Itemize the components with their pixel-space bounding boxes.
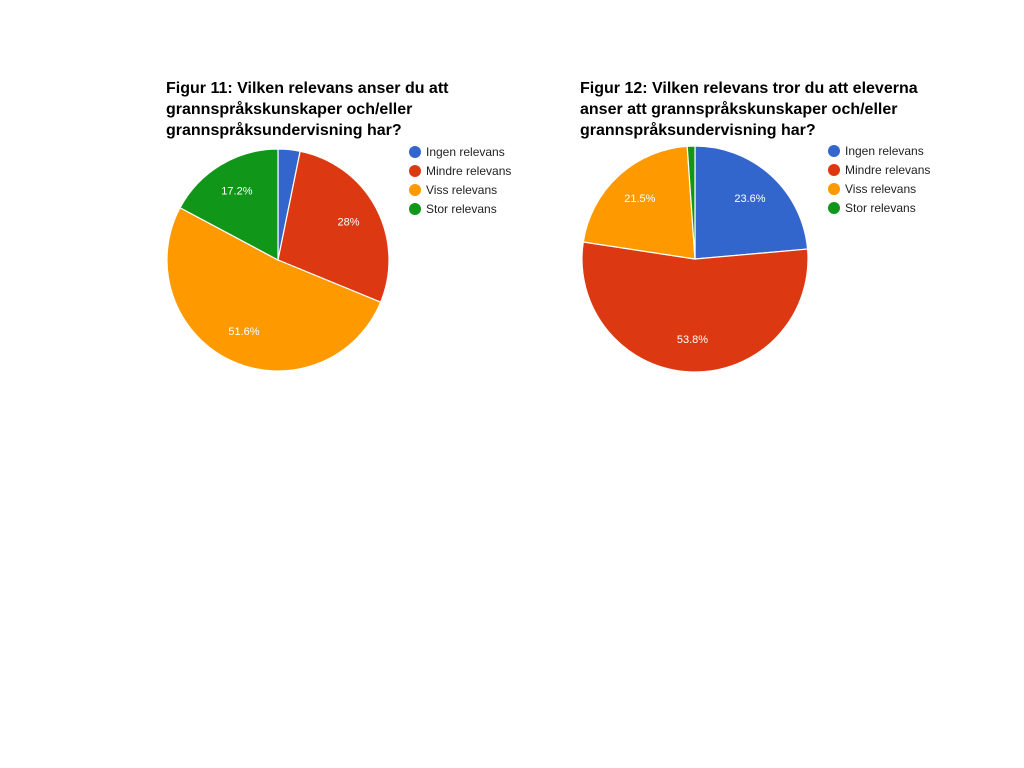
legend-swatch [409, 164, 421, 177]
chart-title: Figur 12: Vilken relevans tror du att el… [580, 80, 918, 139]
pie-slice-ingen-relevans [694, 145, 809, 260]
pie-slice-mindre-relevans [581, 241, 809, 373]
pie-plot-area: 28% 51.6% 17.2% [166, 148, 390, 372]
legend-label: Viss relevans [426, 182, 498, 197]
legend-swatch [828, 182, 840, 195]
slice-label-viss-relevans: 51.6% [228, 326, 259, 338]
legend-swatch [409, 145, 421, 158]
legend-item-ingen-relevans: Ingen relevans [409, 142, 511, 161]
chart-title: Figur 11: Vilken relevans anser du att g… [166, 80, 449, 139]
legend-item-viss-relevans: Viss relevans [828, 179, 930, 198]
legend-item-mindre-relevans: Mindre relevans [828, 160, 930, 179]
pie-slice-viss-relevans [582, 145, 696, 260]
slice-label-mindre-relevans: 53.8% [677, 334, 708, 346]
slice-label-ingen-relevans: 23.6% [734, 193, 765, 205]
pie-slice-viss-relevans [166, 206, 382, 372]
legend-item-mindre-relevans: Mindre relevans [409, 161, 511, 180]
legend-swatch [409, 183, 421, 196]
legend-swatch [828, 201, 840, 214]
pie-chart-figur-11: Figur 11: Vilken relevans anser du att g… [166, 78, 526, 378]
legend-item-stor-relevans: Stor relevans [409, 199, 511, 218]
pie-chart-figur-12: Figur 12: Vilken relevans tror du att el… [580, 78, 960, 378]
legend: Ingen relevans Mindre relevans Viss releva… [409, 142, 511, 218]
legend-label: Stor relevans [845, 200, 916, 215]
legend-label: Mindre relevans [845, 162, 931, 177]
legend-swatch [409, 202, 421, 215]
legend-item-ingen-relevans: Ingen relevans [828, 141, 930, 160]
pie-plot-area: 23.6% 53.8% 21.5% [581, 145, 809, 373]
legend-label: Ingen relevans [426, 144, 505, 159]
legend-label: Viss relevans [845, 181, 917, 196]
legend-label: Mindre relevans [426, 163, 512, 178]
pie-slice-mindre-relevans [277, 150, 390, 303]
legend-label: Stor relevans [426, 201, 497, 216]
pie-slice-stor-relevans [179, 148, 279, 262]
legend-item-stor-relevans: Stor relevans [828, 198, 930, 217]
slice-label-viss-relevans: 21.5% [624, 193, 655, 205]
legend-item-viss-relevans: Viss relevans [409, 180, 511, 199]
slice-label-stor-relevans: 17.2% [221, 185, 252, 197]
legend-label: Ingen relevans [845, 143, 924, 158]
legend-swatch [828, 163, 840, 176]
legend: Ingen relevans Mindre relevans Viss releva… [828, 141, 930, 217]
slice-label-mindre-relevans: 28% [337, 216, 359, 228]
legend-swatch [828, 144, 840, 157]
pie-slice-stor-relevans [686, 145, 696, 260]
